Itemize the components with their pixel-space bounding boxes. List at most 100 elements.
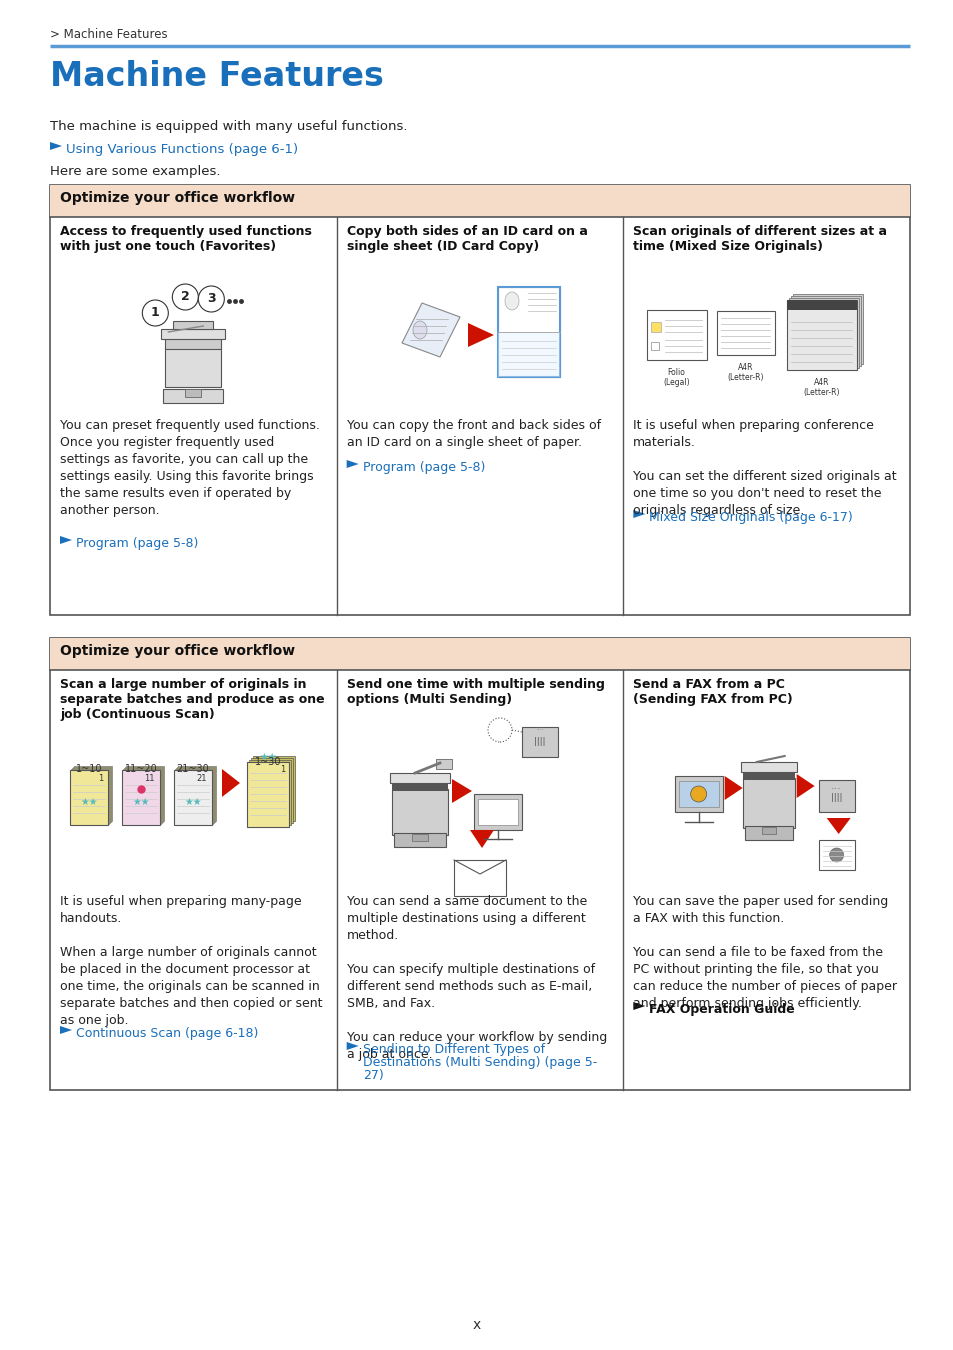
FancyBboxPatch shape [126,765,164,821]
Text: 11~20: 11~20 [125,764,157,774]
FancyBboxPatch shape [70,769,108,825]
FancyBboxPatch shape [123,769,161,823]
FancyBboxPatch shape [497,332,559,377]
Text: ★★: ★★ [184,796,201,807]
Polygon shape [826,818,850,834]
FancyBboxPatch shape [786,300,856,370]
Text: 27): 27) [362,1069,383,1081]
FancyBboxPatch shape [646,310,706,360]
FancyBboxPatch shape [163,389,223,404]
Text: 3: 3 [207,293,215,305]
FancyBboxPatch shape [790,296,860,366]
FancyBboxPatch shape [247,761,289,828]
FancyBboxPatch shape [760,828,775,834]
FancyBboxPatch shape [71,768,110,824]
FancyBboxPatch shape [50,185,909,616]
FancyBboxPatch shape [251,757,293,823]
FancyBboxPatch shape [73,767,111,822]
FancyBboxPatch shape [786,300,856,310]
Text: ||||: |||| [534,737,545,747]
FancyBboxPatch shape [394,833,446,846]
FancyBboxPatch shape [521,728,558,757]
Text: You can save the paper used for sending
a FAX with this function.

You can send : You can save the paper used for sending … [633,895,897,1010]
Polygon shape [50,142,62,150]
FancyBboxPatch shape [122,769,160,825]
Text: 1~10: 1~10 [75,764,102,774]
FancyBboxPatch shape [792,294,862,365]
FancyBboxPatch shape [741,778,794,828]
Text: ::::: :::: [536,726,543,732]
FancyBboxPatch shape [674,776,722,811]
Circle shape [198,286,224,312]
FancyBboxPatch shape [412,834,428,841]
FancyBboxPatch shape [253,756,294,821]
FancyBboxPatch shape [474,794,521,830]
Text: You can copy the front and back sides of
an ID card on a single sheet of paper.: You can copy the front and back sides of… [346,418,600,450]
Polygon shape [633,510,644,518]
FancyBboxPatch shape [173,321,213,329]
Text: You can preset frequently used functions.
Once you register frequently used
sett: You can preset frequently used functions… [60,418,319,517]
Text: 2: 2 [181,290,190,304]
Text: 21: 21 [196,774,207,783]
FancyBboxPatch shape [650,342,658,350]
Text: Folio
(Legal): Folio (Legal) [662,369,689,387]
FancyBboxPatch shape [125,767,163,822]
Polygon shape [796,774,814,798]
FancyBboxPatch shape [650,323,660,332]
Text: Destinations (Multi Sending) (page 5-: Destinations (Multi Sending) (page 5- [362,1056,597,1069]
FancyBboxPatch shape [50,639,909,1089]
FancyBboxPatch shape [185,389,201,397]
Polygon shape [468,323,494,347]
Text: The machine is equipped with many useful functions.: The machine is equipped with many useful… [50,120,407,134]
Text: ★★: ★★ [132,796,150,807]
Text: It is useful when preparing conference
materials.

You can set the different siz: It is useful when preparing conference m… [633,418,896,517]
Text: You can send a same document to the
multiple destinations using a different
meth: You can send a same document to the mult… [346,895,606,1061]
Polygon shape [60,536,71,544]
FancyBboxPatch shape [249,760,291,825]
Polygon shape [222,769,240,796]
FancyBboxPatch shape [175,768,213,824]
Text: Send a FAX from a PC
(Sending FAX from PC): Send a FAX from a PC (Sending FAX from P… [633,678,792,706]
Text: Program (page 5-8): Program (page 5-8) [76,537,198,549]
Text: Scan originals of different sizes at a
time (Mixed Size Originals): Scan originals of different sizes at a t… [633,225,886,252]
Text: ★★: ★★ [259,752,276,761]
Text: A4R
(Letter-R): A4R (Letter-R) [802,378,839,397]
Polygon shape [346,1042,358,1050]
Text: Mixed Size Originals (page 6-17): Mixed Size Originals (page 6-17) [649,512,852,524]
FancyBboxPatch shape [818,780,854,811]
Text: Continuous Scan (page 6-18): Continuous Scan (page 6-18) [76,1027,258,1040]
Text: > Machine Features: > Machine Features [50,28,168,40]
Ellipse shape [504,292,518,311]
FancyBboxPatch shape [178,765,215,821]
Text: Send one time with multiple sending
options (Multi Sending): Send one time with multiple sending opti… [346,678,604,706]
Text: Access to frequently used functions
with just one touch (Favorites): Access to frequently used functions with… [60,225,312,252]
FancyBboxPatch shape [165,347,221,387]
FancyBboxPatch shape [50,639,909,670]
Circle shape [829,848,842,863]
FancyBboxPatch shape [740,761,796,772]
Text: x: x [473,1318,480,1332]
FancyBboxPatch shape [165,338,221,350]
FancyBboxPatch shape [741,772,794,780]
Polygon shape [470,830,494,848]
Text: 1: 1 [151,306,159,320]
FancyBboxPatch shape [74,765,112,821]
Text: 11: 11 [144,774,154,783]
FancyBboxPatch shape [174,769,213,823]
FancyBboxPatch shape [818,840,854,869]
Polygon shape [633,1002,644,1010]
Text: It is useful when preparing many-page
handouts.

When a large number of original: It is useful when preparing many-page ha… [60,895,322,1027]
FancyBboxPatch shape [50,185,909,217]
Text: 21~30: 21~30 [176,764,209,774]
FancyBboxPatch shape [392,788,448,836]
Polygon shape [401,302,459,356]
Text: A4R
(Letter-R): A4R (Letter-R) [726,363,763,382]
FancyBboxPatch shape [497,288,559,377]
Text: FAX Operation Guide: FAX Operation Guide [649,1003,794,1017]
Polygon shape [724,776,741,801]
FancyBboxPatch shape [436,759,452,769]
Text: 1: 1 [279,765,285,774]
Text: ★★: ★★ [80,796,97,807]
Text: Sending to Different Types of: Sending to Different Types of [362,1044,544,1056]
FancyBboxPatch shape [390,774,450,783]
